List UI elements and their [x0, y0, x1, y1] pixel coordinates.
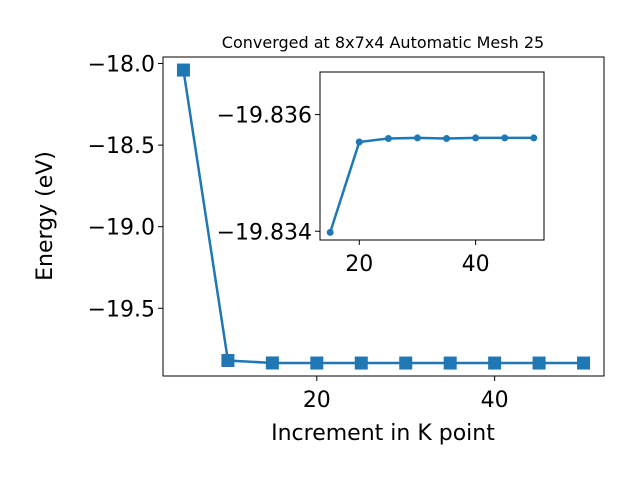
inset-data-point	[472, 134, 480, 142]
inset-x-tick-label: 40	[462, 252, 490, 277]
main-x-ticks: 20 40	[303, 376, 509, 413]
inset-y-tick-label: −19.836	[217, 104, 312, 129]
chart-title: Converged at 8x7x4 Automatic Mesh 25	[222, 33, 544, 52]
main-data-point	[310, 356, 324, 370]
inset-data-point	[384, 135, 392, 142]
inset-data-point	[326, 228, 334, 236]
inset-x-ticks: 20 40	[345, 240, 490, 277]
main-data-point	[221, 353, 235, 367]
inset-plot-frame	[319, 71, 545, 241]
main-series	[176, 63, 591, 370]
x-axis-label: Increment in K point	[271, 421, 495, 446]
main-data-point	[265, 356, 279, 370]
main-x-tick-label: 40	[481, 388, 509, 413]
main-y-ticks: −18.0 −18.5 −19.0 −19.5	[88, 53, 163, 322]
inset-data-point	[501, 134, 509, 142]
main-y-tick-label: −18.5	[88, 134, 155, 159]
inset-x-tick-label: 20	[345, 252, 373, 277]
main-data-point	[176, 63, 190, 77]
main-x-tick-label: 20	[303, 388, 331, 413]
main-data-point	[577, 356, 591, 370]
y-axis-label: Energy (eV)	[33, 151, 58, 281]
main-data-point	[488, 356, 502, 370]
main-y-tick-label: −18.0	[88, 53, 155, 78]
inset-chart: 20 40 −19.836−19.834	[217, 71, 545, 277]
main-data-point	[354, 356, 368, 370]
inset-data-point	[443, 135, 451, 142]
main-plot-frame	[162, 56, 605, 377]
inset-series-line	[328, 136, 534, 233]
inset-data-point	[530, 134, 538, 142]
main-data-point	[532, 356, 546, 370]
main-y-tick-label: −19.0	[88, 216, 155, 241]
inset-y-ticks: −19.836 −19.834	[217, 104, 320, 245]
inset-data-point	[413, 134, 421, 142]
main-data-point	[399, 356, 413, 370]
main-chart: 20 40 −18.0−18.5−19.0−19.5 Converged at 8…	[33, 33, 605, 446]
inset-data-point	[355, 138, 363, 146]
main-data-point	[443, 356, 457, 370]
main-y-tick-label: −19.5	[88, 297, 155, 322]
main-series-line	[182, 69, 584, 365]
inset-y-tick-label: −19.834	[217, 220, 312, 245]
inset-series	[326, 134, 538, 236]
inset-background	[320, 72, 544, 240]
